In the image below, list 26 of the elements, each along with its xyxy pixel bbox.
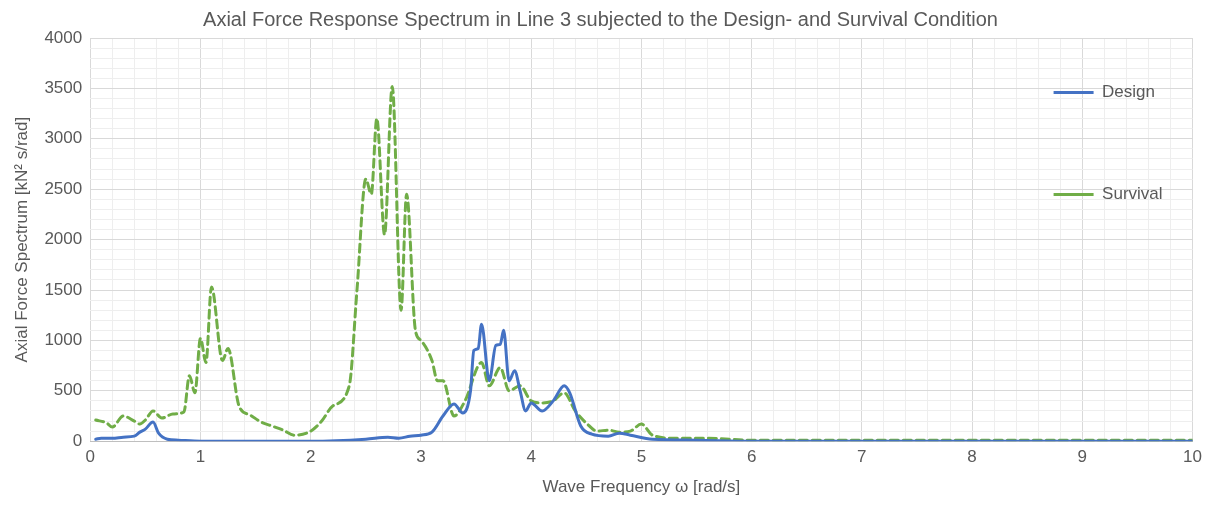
- y-tick-label: 3500: [44, 78, 83, 98]
- legend-label: Design: [1102, 82, 1155, 102]
- y-tick-label: 1000: [44, 330, 83, 350]
- x-tick-label: 4: [526, 447, 536, 467]
- chart-title: Axial Force Response Spectrum in Line 3 subjected to the Design- and Survival Condition: [203, 7, 998, 30]
- x-tick-label: 6: [746, 447, 757, 467]
- y-tick-label: 2000: [44, 229, 83, 249]
- line-series: [94, 322, 1193, 442]
- x-tick-label: 10: [1183, 447, 1203, 467]
- y-tick-label: 500: [53, 380, 83, 400]
- x-tick-label: 7: [857, 447, 867, 467]
- x-axis-title: Wave Frequency ω [rad/s]: [542, 477, 741, 497]
- legend-label: Survival: [1102, 184, 1163, 204]
- x-tick-label: 8: [967, 447, 977, 467]
- x-tick-label: 3: [416, 447, 426, 467]
- line-series: [94, 84, 1193, 442]
- y-tick-label: 4000: [44, 27, 83, 47]
- x-tick-label: 2: [305, 447, 316, 467]
- x-tick-label: 9: [1077, 447, 1088, 467]
- y-tick-label: 2500: [44, 178, 83, 198]
- x-tick-label: 5: [636, 447, 647, 467]
- y-tick-label: 0: [72, 430, 83, 450]
- y-tick-label: 3000: [44, 128, 83, 148]
- y-tick-label: 1500: [44, 279, 83, 299]
- y-axis-title: Axial Force Spectrum [kN² s/rad]: [11, 116, 31, 363]
- x-tick-label: 1: [195, 447, 206, 467]
